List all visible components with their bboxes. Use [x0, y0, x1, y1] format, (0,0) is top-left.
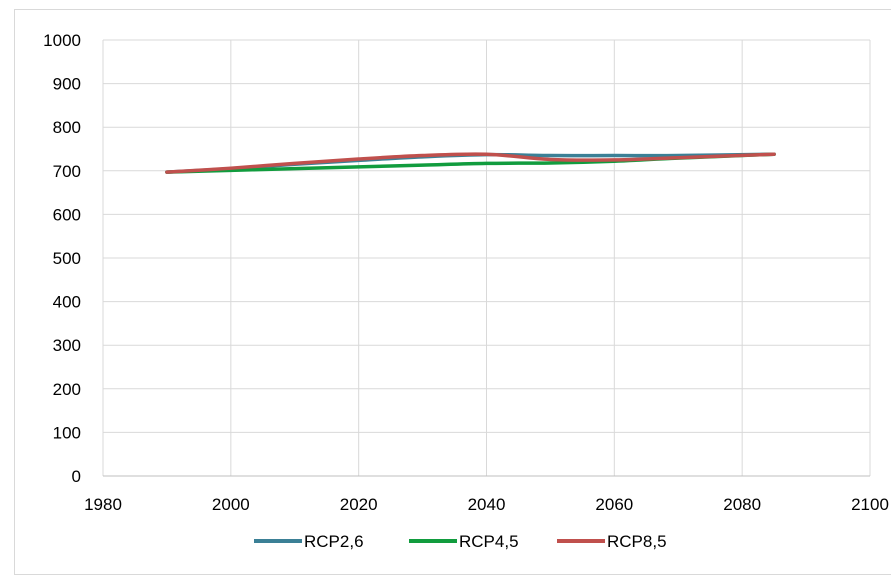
- series-line-rcp8-5: [165, 152, 776, 174]
- x-tick-label: 2040: [468, 495, 506, 514]
- x-tick-label: 2000: [212, 495, 250, 514]
- y-tick-label: 0: [72, 467, 81, 486]
- axis-layer: 0 100 200 300 400 500 600 700 800 900 1000 1980 2000…: [43, 31, 889, 514]
- y-tick-label: 900: [53, 75, 81, 94]
- series-layer: [165, 152, 776, 174]
- grid-layer: [102, 39, 871, 477]
- chart-frame: [14, 9, 891, 575]
- legend-label: RCP8,5: [607, 532, 667, 551]
- x-tick-label: 2080: [723, 495, 761, 514]
- legend-label: RCP4,5: [459, 532, 519, 551]
- x-tick-label: 1980: [84, 495, 122, 514]
- y-tick-label: 700: [53, 162, 81, 181]
- y-tick-label: 100: [53, 423, 81, 442]
- x-tick-label: 2100: [851, 495, 889, 514]
- y-tick-label: 500: [53, 249, 81, 268]
- legend: RCP2,6 RCP4,5 RCP8,5: [254, 532, 667, 551]
- y-tick-label: 200: [53, 380, 81, 399]
- y-tick-label: 800: [53, 118, 81, 137]
- y-tick-label: 600: [53, 205, 81, 224]
- x-tick-label: 2020: [340, 495, 378, 514]
- x-tick-label: 2060: [595, 495, 633, 514]
- y-tick-label: 300: [53, 336, 81, 355]
- y-tick-label: 1000: [43, 31, 81, 50]
- legend-label: RCP2,6: [304, 532, 364, 551]
- y-tick-label: 400: [53, 293, 81, 312]
